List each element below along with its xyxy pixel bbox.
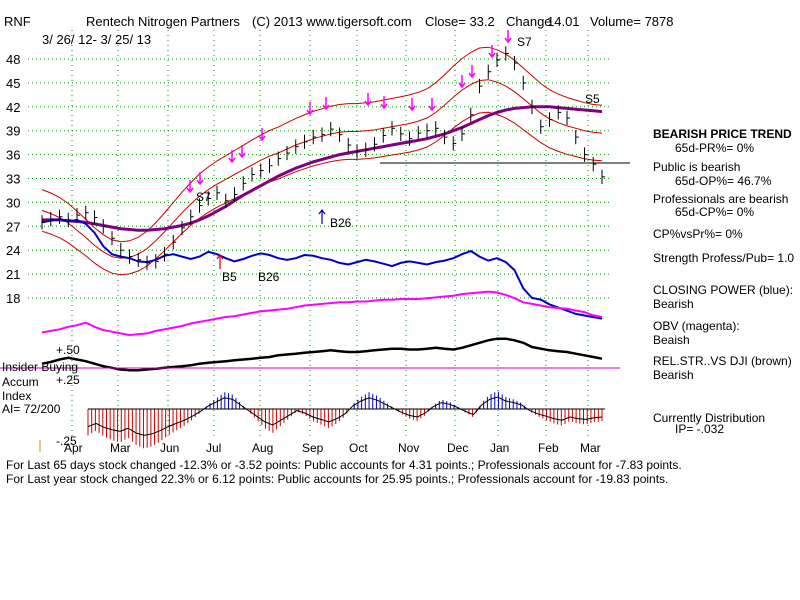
ma21-line — [41, 79, 603, 259]
lower-band-line — [41, 111, 603, 276]
y-tick-label: 30 — [6, 195, 20, 210]
relstr-value: Bearish — [653, 368, 694, 382]
sell-arrow — [408, 98, 416, 112]
x-tick-label: Feb — [538, 441, 559, 455]
signal-s7-jan: S7 — [517, 35, 532, 49]
ai-value: AI= 72/200 — [2, 402, 61, 416]
index-label: Index — [2, 389, 32, 403]
obv-line — [41, 290, 603, 337]
close-value: Close= 33.2 — [425, 14, 495, 29]
change-label: Change — [506, 14, 552, 29]
x-tick-label: Dec — [447, 441, 468, 455]
y-tick-label: 42 — [6, 100, 20, 115]
signal-s7-jul: S7 — [196, 190, 211, 204]
x-tick-label: Nov — [398, 441, 419, 455]
buy-arrow — [318, 209, 326, 224]
volume-value: Volume= 7878 — [590, 14, 674, 29]
closing-power-label: CLOSING POWER (blue): — [653, 283, 794, 297]
closing-power-value: Bearish — [653, 297, 694, 311]
x-tick-label: Jan — [490, 441, 509, 455]
op-value: 65d-OP%= 46.7% — [675, 174, 772, 188]
footer-line-year: For Last year stock changed 22.3% or 6.1… — [6, 472, 669, 486]
sell-arrow — [380, 96, 388, 110]
accum-average-line — [87, 396, 603, 436]
y-tick-label: 33 — [6, 172, 20, 187]
upper-band-line — [41, 46, 603, 243]
date-range: 3/ 26/ 12- 3/ 25/ 13 — [42, 32, 152, 47]
ai-level-minus-25: -.25 — [56, 434, 77, 448]
signal-arrows — [186, 30, 512, 269]
x-tick-label: Mar — [580, 441, 601, 455]
accumulation-histogram — [87, 391, 603, 449]
sell-arrow — [258, 128, 266, 142]
sell-arrow — [306, 102, 314, 116]
ticker: RNF — [4, 14, 31, 29]
obv-value: Beaish — [653, 333, 690, 347]
price-bars — [41, 46, 605, 271]
ai-level-plus-25: +.25 — [56, 373, 80, 387]
y-tick-label: 48 — [6, 52, 20, 67]
strength-ratio: Strength Profess/Pub= 1.0 — [653, 251, 795, 265]
cp-vs-pr: CP%vsPr%= 0% — [653, 227, 743, 241]
sell-arrow — [504, 30, 512, 44]
sell-arrow — [364, 93, 372, 107]
y-tick-label: 24 — [6, 243, 20, 258]
sell-arrow — [228, 150, 236, 164]
x-tick-label: Mar — [110, 441, 131, 455]
closing-power-line — [41, 218, 603, 320]
sell-arrow — [468, 65, 476, 79]
relstr-label: REL.STR..VS DJI (brown) — [653, 354, 792, 368]
ai-level-plus-50: +.50 — [56, 343, 80, 357]
y-tick-label: 39 — [6, 124, 20, 139]
relative-strength-line — [41, 337, 603, 372]
copyright: (C) 2013 www.tigersoft.com — [252, 14, 412, 29]
x-tick-label: Sep — [302, 441, 324, 455]
series-lines — [41, 46, 603, 372]
x-tick-label: Aug — [252, 441, 273, 455]
change-value: 14.01 — [547, 14, 580, 29]
y-tick-label: 36 — [6, 148, 20, 163]
y-tick-label: 21 — [6, 267, 20, 282]
sell-arrow — [196, 172, 204, 186]
trend-title: BEARISH PRICE TREND — [653, 127, 792, 141]
sell-arrow — [428, 98, 436, 112]
x-tick-label: Jul — [206, 441, 221, 455]
y-tick-label: 45 — [6, 76, 20, 91]
x-tick-label: Apr — [64, 441, 83, 455]
signal-b26-aug: B26 — [258, 270, 280, 284]
signal-s5-mar: S5 — [585, 92, 600, 106]
distribution-status: Currently Distribution — [653, 411, 766, 425]
company-name: Rentech Nitrogen Partners — [86, 14, 240, 29]
cp-value: 65d-CP%= 0% — [675, 205, 755, 219]
ip-value: IP= -.032 — [675, 422, 725, 436]
sell-arrow — [458, 75, 466, 89]
y-tick-label: 18 — [6, 291, 20, 306]
sell-arrow — [238, 145, 246, 159]
signal-b5: B5 — [222, 270, 237, 284]
buy-arrow — [216, 254, 224, 269]
signal-b26-sep: B26 — [330, 216, 352, 230]
price-gridlines — [28, 30, 610, 440]
public-status: Public is bearish — [653, 160, 741, 174]
sell-arrow — [322, 97, 330, 111]
x-tick-label: Jun — [160, 441, 179, 455]
ma65-line — [42, 105, 603, 232]
sell-arrow — [488, 45, 496, 59]
x-tick-label: Oct — [349, 441, 368, 455]
y-tick-label: 27 — [6, 219, 20, 234]
insider-buying-label: Insider Buying — [2, 360, 79, 374]
pr-value: 65d-PR%= 0% — [675, 141, 755, 155]
y-axis-labels: 48 45 42 39 36 33 30 27 24 21 18 — [6, 52, 20, 306]
accum-label: Accum — [2, 375, 39, 389]
footer-line-65d: For Last 65 days stock changed -12.3% or… — [6, 458, 682, 472]
x-axis-labels: Apr Mar Jun Jul Aug Sep Oct Nov Dec Jan Feb Mar — [64, 441, 601, 455]
sell-arrow — [186, 180, 194, 194]
obv-label: OBV (magenta): — [653, 319, 740, 333]
professionals-status: Professionals are bearish — [653, 192, 789, 206]
